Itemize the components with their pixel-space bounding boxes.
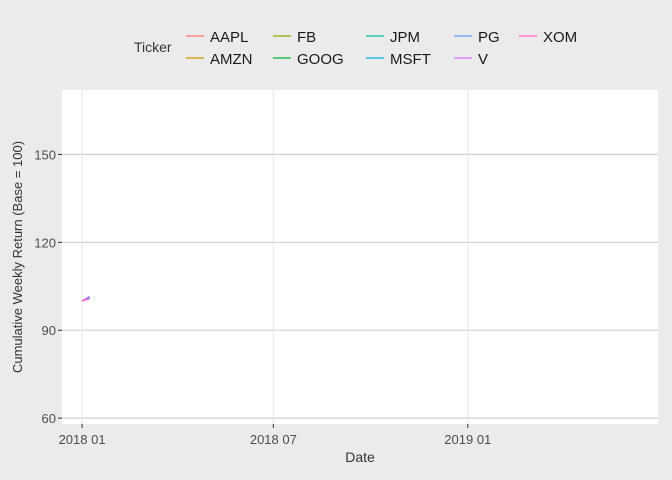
x-tick-label: 2018 07 — [250, 432, 297, 447]
x-tick-label: 2019 01 — [444, 432, 491, 447]
legend-label-msft: MSFT — [390, 51, 431, 68]
y-tick-label: 120 — [34, 235, 56, 250]
y-axis-title: Cumulative Weekly Return (Base = 100) — [10, 141, 25, 373]
x-axis: 2018 01 2018 07 2019 01 — [59, 424, 491, 447]
y-tick-label: 150 — [34, 147, 56, 162]
legend-label-goog: GOOG — [297, 51, 344, 68]
legend: Ticker AAPL FB JPM PG XOM AMZN GOOG MSFT V — [134, 29, 577, 68]
legend-label-fb: FB — [297, 29, 316, 46]
x-tick-label: 2018 01 — [59, 432, 106, 447]
y-tick-label: 90 — [42, 323, 56, 338]
legend-label-pg: PG — [478, 29, 500, 46]
series-lines — [81, 295, 90, 302]
legend-label-xom: XOM — [543, 29, 577, 46]
legend-label-amzn: AMZN — [210, 51, 253, 68]
legend-label-jpm: JPM — [390, 29, 420, 46]
y-tick-label: 60 — [42, 411, 56, 426]
series-line-xom — [81, 298, 90, 302]
grid-lines — [62, 90, 658, 424]
legend-label-v: V — [478, 51, 488, 68]
x-axis-title: Date — [345, 449, 375, 465]
panel-background — [62, 90, 658, 424]
y-axis: 60 90 120 150 — [34, 147, 62, 426]
legend-title: Ticker — [134, 39, 172, 55]
legend-label-aapl: AAPL — [210, 29, 248, 46]
